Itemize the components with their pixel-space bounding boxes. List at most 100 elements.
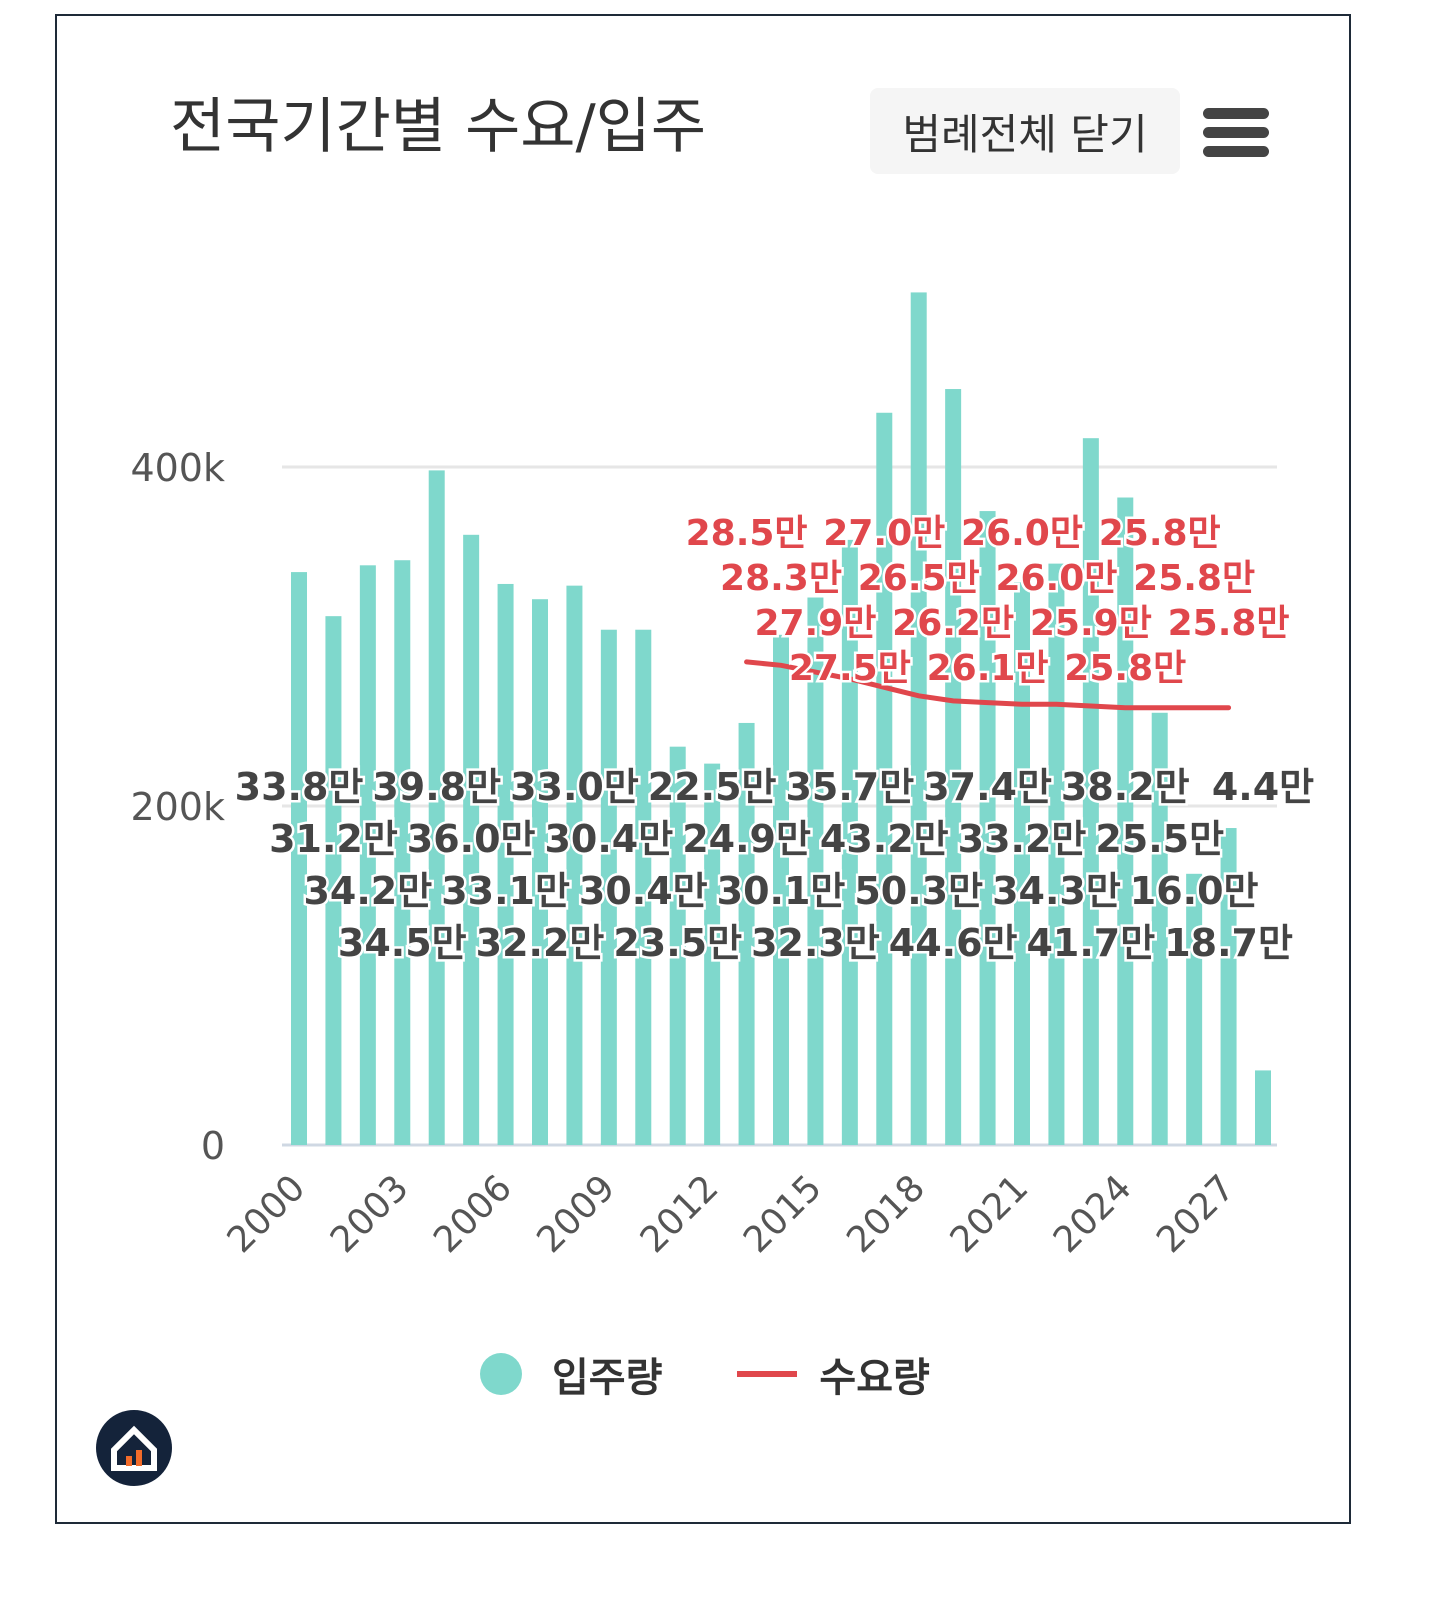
bar: [1048, 563, 1065, 1145]
bar: [291, 572, 307, 1145]
bar-data-label: 41.7만: [1026, 921, 1155, 965]
bar: [532, 599, 548, 1145]
bar-data-label: 37.4만: [923, 765, 1052, 809]
bar-data-label: 50.3만: [854, 869, 983, 913]
legend: 입주량 수요량: [480, 1345, 1005, 1403]
bar: [635, 629, 652, 1145]
bar-data-label: 39.8만: [372, 765, 501, 809]
bar-data-label: 33.8만: [235, 765, 364, 809]
x-tick-label: 2024: [1046, 1167, 1140, 1261]
legend-item-supply[interactable]: 입주량: [480, 1345, 662, 1403]
bar: [428, 470, 445, 1145]
x-tick-label: 2027: [1149, 1167, 1243, 1261]
bar: [876, 412, 893, 1145]
bar-data-label: 30.4만: [579, 869, 708, 913]
demand-line: [744, 659, 1232, 711]
bar-data-label: 34.5만: [338, 921, 467, 965]
bar-data-label: 34.3만: [992, 869, 1121, 913]
legend-label-demand: 수요량: [819, 1355, 930, 1401]
x-tick-label: 2009: [529, 1167, 623, 1261]
bar-data-label: 4.4만: [1212, 765, 1314, 809]
bar-data-label: 33.0만: [510, 765, 639, 809]
bar: [1186, 873, 1203, 1145]
x-tick-label: 2000: [220, 1167, 314, 1261]
bar: [669, 746, 686, 1145]
line-data-label: 25.8만: [1099, 513, 1221, 554]
bar-data-label: 33.2만: [958, 817, 1087, 861]
bar: [600, 629, 617, 1145]
line-data-label: 26.1만: [927, 648, 1049, 689]
x-tick-label: 2015: [736, 1167, 830, 1261]
bar: [463, 534, 480, 1145]
bar-data-label: 32.2만: [476, 921, 605, 965]
bar-data-label: 24.9만: [682, 817, 811, 861]
y-tick-label: 200k: [130, 785, 225, 829]
bar-data-label: 25.5만: [1095, 817, 1224, 861]
bar-data-label: 33.1만: [441, 869, 570, 913]
bar: [1151, 712, 1168, 1145]
bar-data-label: 22.5만: [648, 765, 777, 809]
bar-data-label: 32.3만: [751, 921, 880, 965]
y-tick-label: 400k: [130, 446, 225, 490]
line-data-label: 26.2만: [892, 603, 1014, 644]
bar: [566, 585, 583, 1145]
hamburger-icon[interactable]: [1203, 108, 1269, 162]
bar: [841, 539, 858, 1145]
bar-data-label: 18.7만: [1164, 921, 1293, 965]
bar-data-label: 35.7만: [785, 765, 914, 809]
bar: [325, 616, 342, 1145]
chart-title: 전국기간별 수요/입주: [170, 92, 707, 162]
x-tick-label: 2003: [323, 1167, 417, 1261]
bar-data-label: 43.2만: [820, 817, 949, 861]
bar: [773, 634, 789, 1145]
bar: [1082, 438, 1099, 1145]
chart-frame: [55, 14, 1351, 1524]
line-data-label: 26.0만: [995, 558, 1117, 599]
bar: [704, 763, 721, 1145]
bar: [1255, 1070, 1271, 1145]
bar-data-label: 23.5만: [613, 921, 742, 965]
line-data-label: 27.0만: [823, 513, 945, 554]
bar-data-label: 36.0만: [407, 817, 536, 861]
line-data-label: 28.5만: [686, 513, 808, 554]
line-data-label: 26.0만: [961, 513, 1083, 554]
x-tick-label: 2006: [426, 1167, 520, 1261]
bar-data-label: 30.1만: [717, 869, 846, 913]
x-tick-label: 2018: [839, 1167, 933, 1261]
bar: [497, 583, 514, 1145]
line-data-label: 25.9만: [1030, 603, 1152, 644]
legend-toggle-button[interactable]: 범례전체 닫기: [870, 88, 1180, 174]
bar: [738, 722, 755, 1145]
bar: [394, 560, 411, 1145]
line-data-label: 25.8만: [1133, 558, 1255, 599]
bar: [945, 389, 962, 1145]
legend-item-demand[interactable]: 수요량: [737, 1345, 930, 1403]
circle-icon: [480, 1353, 522, 1395]
bar-data-label: 44.6만: [889, 921, 1018, 965]
bar: [979, 511, 996, 1145]
bar: [807, 597, 824, 1145]
line-data-label: 26.5만: [858, 558, 980, 599]
line-data-label: 27.9만: [754, 603, 876, 644]
logo-icon[interactable]: [96, 1410, 172, 1486]
bar: [1220, 828, 1237, 1145]
x-tick-label: 2021: [943, 1167, 1037, 1261]
line-data-label: 28.3만: [720, 558, 842, 599]
line-icon: [737, 1371, 798, 1377]
bar-data-label: 38.2만: [1061, 765, 1190, 809]
bar: [1014, 582, 1030, 1145]
bar-data-label: 16.0만: [1130, 869, 1259, 913]
bar: [910, 292, 927, 1145]
x-tick-label: 2012: [633, 1167, 727, 1261]
bar: [359, 565, 376, 1145]
legend-label-supply: 입주량: [552, 1355, 663, 1401]
line-data-label: 27.5만: [789, 648, 911, 689]
bar-data-label: 31.2만: [269, 817, 398, 861]
bar: [1117, 497, 1134, 1145]
bar-data-label: 30.4만: [544, 817, 673, 861]
y-tick-label: 0: [201, 1124, 225, 1168]
bar-data-label: 34.2만: [303, 869, 432, 913]
line-data-label: 25.8만: [1168, 603, 1290, 644]
